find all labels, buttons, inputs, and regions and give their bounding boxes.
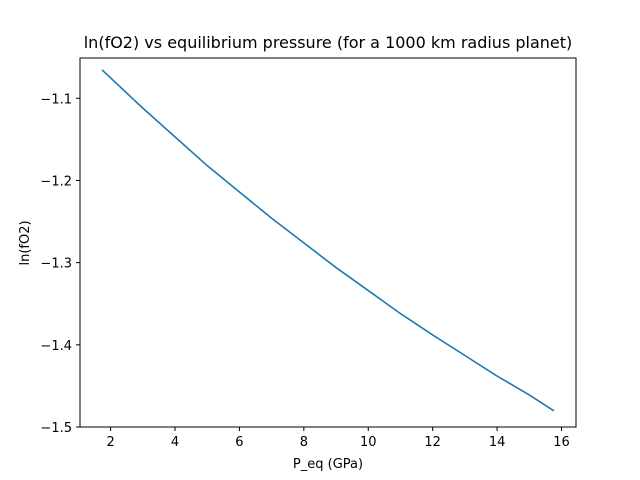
y-tick-label: −1.1 <box>40 92 72 107</box>
y-axis-label: ln(fO2) <box>18 220 33 265</box>
x-tick-label: 4 <box>171 435 179 450</box>
y-tick-label: −1.4 <box>40 339 72 354</box>
x-tick-label: 10 <box>360 435 377 450</box>
y-tick-label: −1.3 <box>40 257 72 272</box>
x-tick-label: 14 <box>489 435 506 450</box>
chart-title: ln(fO2) vs equilibrium pressure (for a 1… <box>84 33 573 52</box>
x-tick-label: 12 <box>424 435 441 450</box>
x-axis-label: P_eq (GPa) <box>293 457 363 472</box>
x-tick-label: 6 <box>235 435 243 450</box>
x-tick-label: 16 <box>553 435 570 450</box>
y-tick-label: −1.2 <box>40 174 72 189</box>
x-tick-label: 2 <box>106 435 114 450</box>
x-tick-label: 8 <box>300 435 308 450</box>
plot-area: 2 4 6 8 10 12 14 16 −1.5 −1.4 −1.3 −1.2 −1.1 <box>40 57 577 450</box>
axes-frame <box>79 57 577 428</box>
series-line-0 <box>101 69 555 412</box>
y-tick-label: −1.5 <box>40 421 72 436</box>
